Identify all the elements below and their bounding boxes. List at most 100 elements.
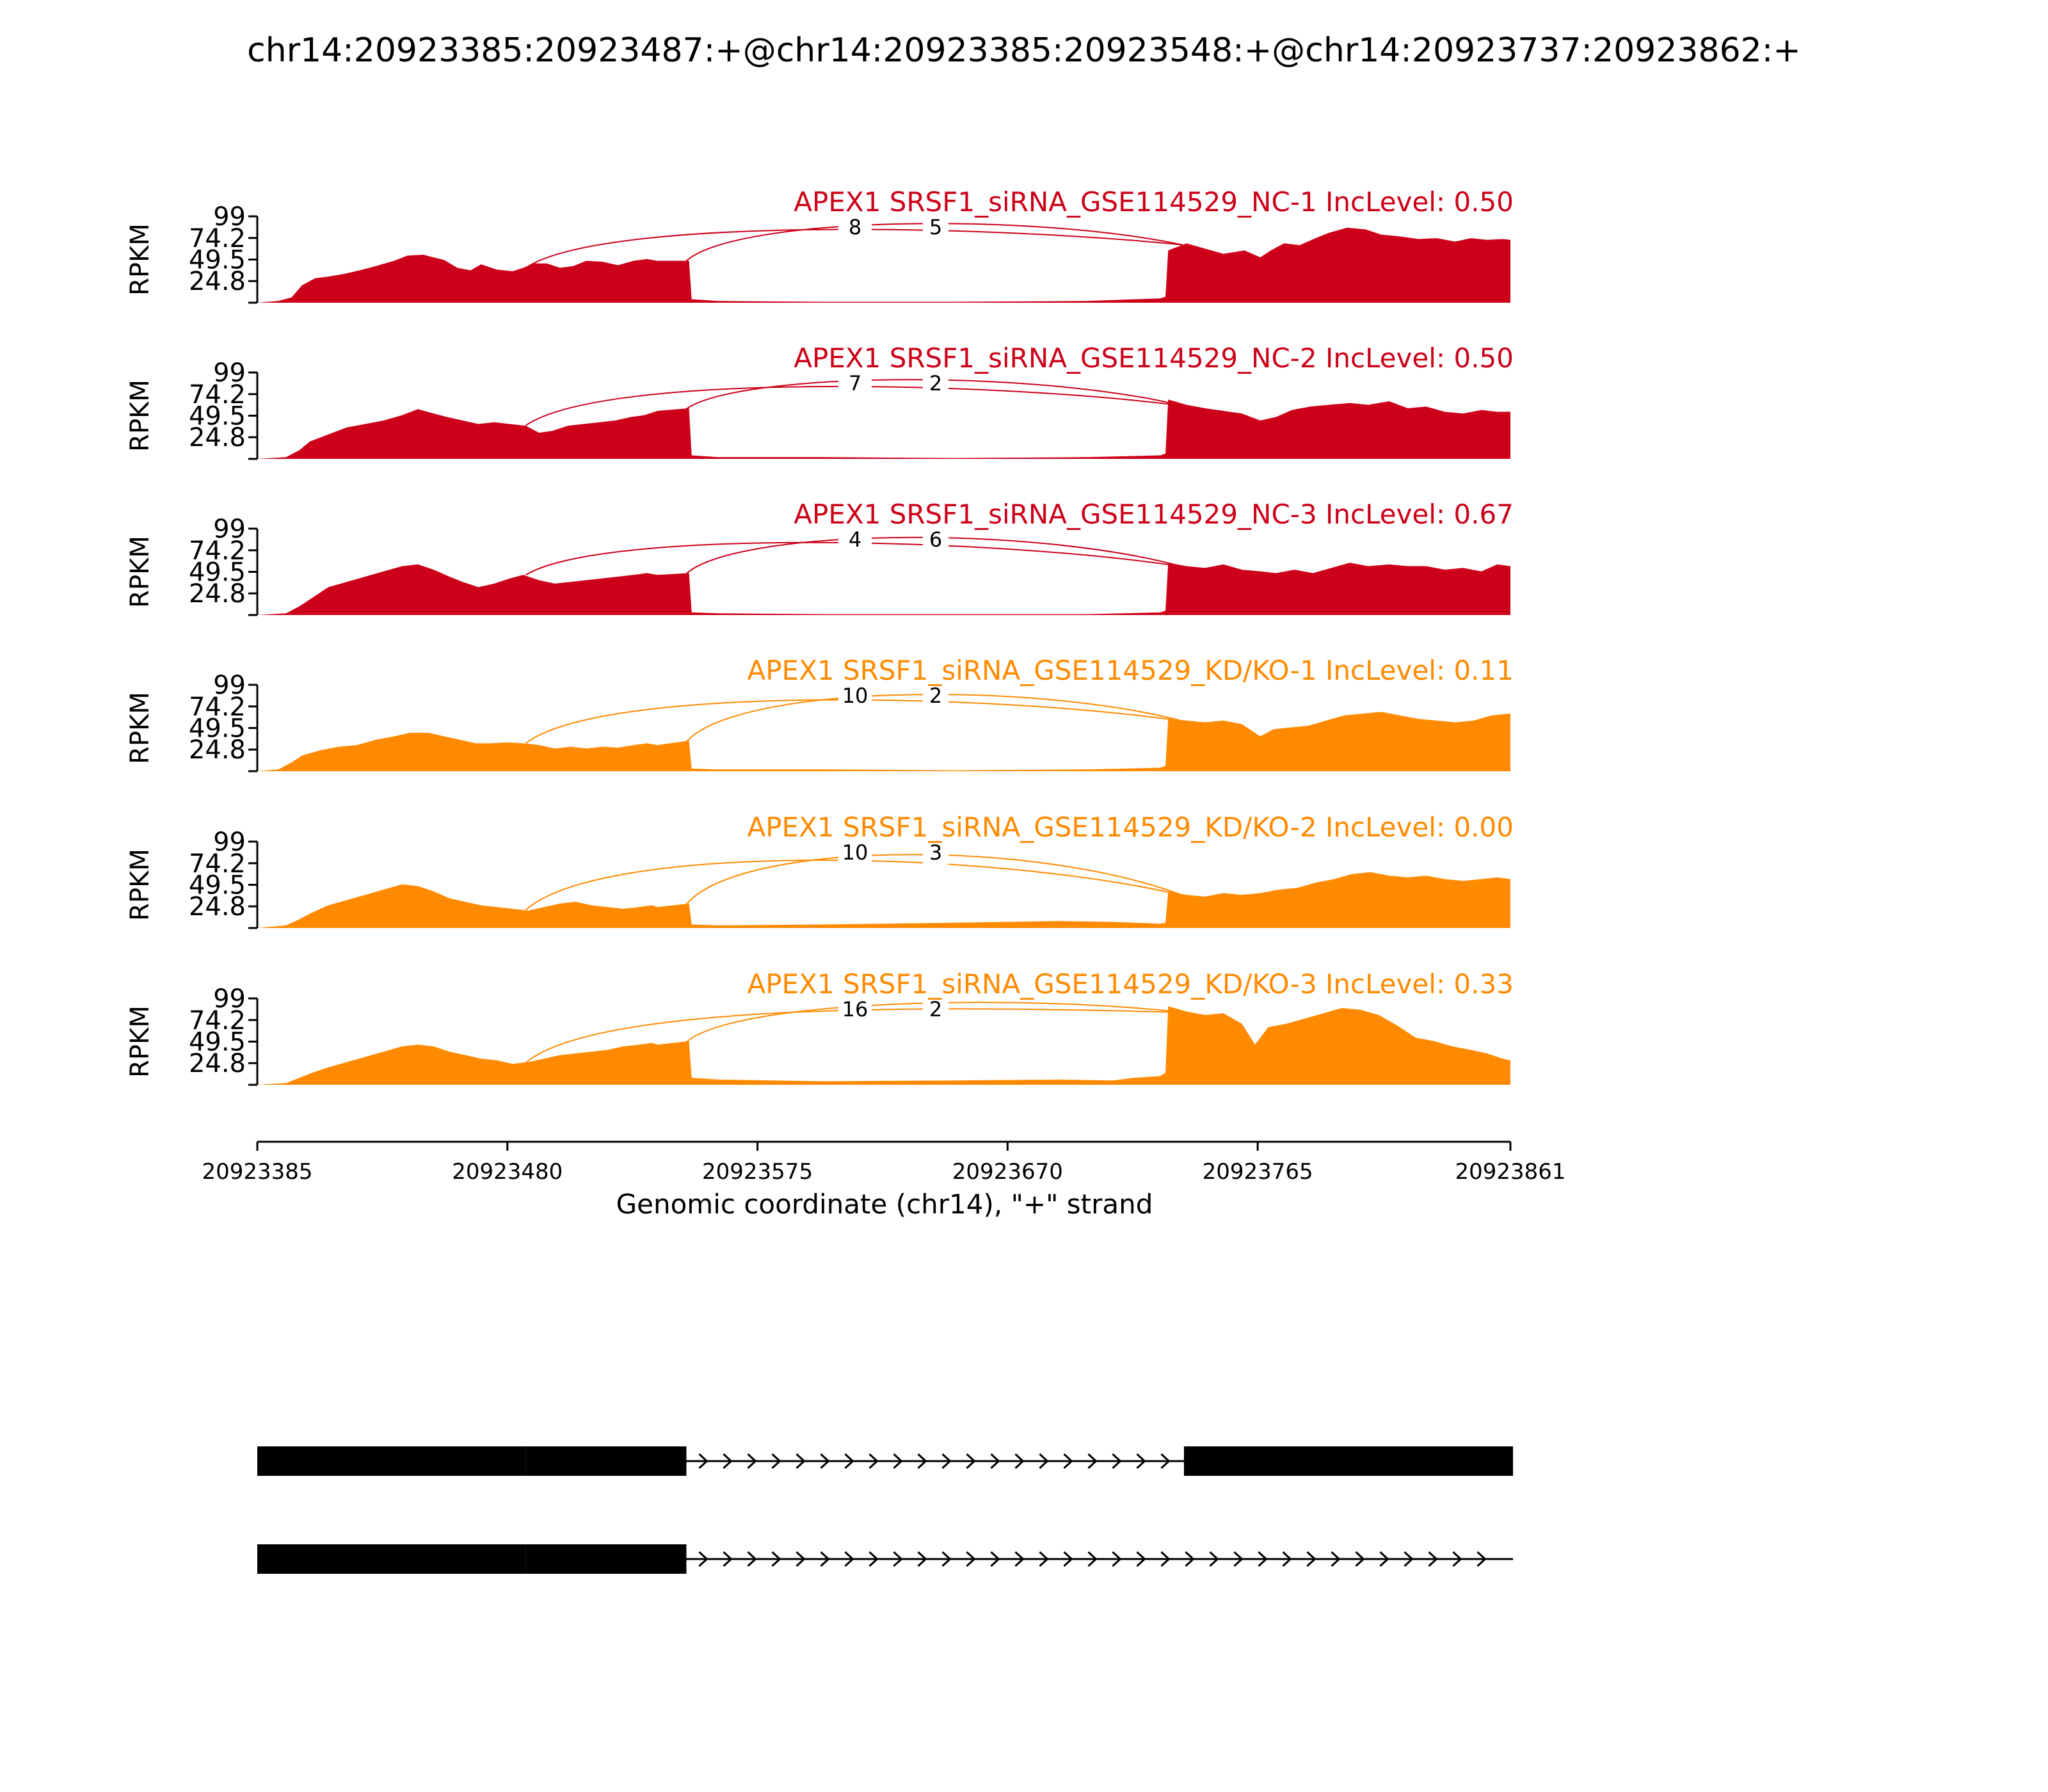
strand-arrow (966, 1453, 976, 1469)
strand-arrow (820, 1551, 830, 1567)
junction-count-2: 2 (929, 997, 942, 1021)
coverage-area (257, 227, 1510, 303)
strand-arrow (990, 1551, 1000, 1567)
strand-arrow (868, 1551, 879, 1567)
junction-label-bg (838, 216, 872, 239)
strand-arrow (796, 1453, 806, 1469)
y-tick-label: 74.2 (189, 692, 246, 722)
y-axis-label: RPKM (125, 536, 155, 608)
strand-arrow (1087, 1551, 1098, 1567)
y-tick-label: 74.2 (189, 536, 246, 566)
y-tick-label: 49.5 (189, 558, 246, 588)
strand-arrow (1014, 1551, 1025, 1567)
y-tick-label: 99 (213, 358, 246, 388)
x-tick-label: 20923480 (452, 1159, 563, 1185)
junction-arc-2 (685, 379, 1183, 410)
coverage-area (257, 1006, 1510, 1085)
strand-arrow (747, 1551, 757, 1567)
junction-arc-1 (525, 541, 1183, 576)
strand-arrow (844, 1551, 854, 1567)
y-tick-label: 49.5 (189, 871, 246, 900)
strand-arrow (820, 1453, 830, 1469)
y-axis-label: RPKM (125, 223, 155, 296)
junction-label-bg (838, 998, 872, 1021)
junction-arc-2 (685, 223, 1183, 262)
junction-count-1: 16 (842, 997, 868, 1021)
strand-arrow (844, 1453, 854, 1469)
junction-label-bg (838, 685, 872, 708)
strand-arrow (1331, 1551, 1341, 1567)
x-tick-label: 20923765 (1203, 1159, 1313, 1185)
y-tick-label: 24.8 (189, 1049, 246, 1078)
junction-label-bg (923, 998, 948, 1021)
y-tick-label: 49.5 (189, 714, 246, 744)
junction-label-bg (923, 529, 948, 552)
junction-count-2: 6 (929, 527, 942, 552)
junction-arc-2 (685, 854, 1183, 905)
gene-model-1 (257, 1446, 1514, 1476)
chart-title: chr14:20923385:20923487:+@chr14:20923385… (247, 31, 1801, 70)
junction-count-2: 2 (929, 684, 942, 708)
exon-block (525, 1446, 687, 1476)
strand-arrow (747, 1453, 757, 1469)
strand-arrow (868, 1453, 879, 1469)
junction-count-1: 10 (842, 840, 868, 865)
junction-label-bg (923, 685, 948, 708)
strand-arrow (1160, 1453, 1171, 1469)
y-tick-label: 49.5 (189, 402, 246, 431)
gene-models (257, 1446, 1514, 1574)
junction-label-bg (923, 842, 948, 865)
strand-arrow (990, 1453, 1000, 1469)
y-tick-label: 24.8 (189, 892, 246, 922)
junction-arc-2 (685, 1002, 1183, 1043)
y-axis-label: RPKM (125, 692, 155, 764)
y-tick-label: 74.2 (189, 1006, 246, 1036)
track-title: APEX1 SRSF1_siRNA_GSE114529_NC-3 IncLeve… (794, 499, 1514, 530)
y-tick-label: 74.2 (189, 849, 246, 879)
strand-arrow (771, 1453, 781, 1469)
strand-arrow (1379, 1551, 1389, 1567)
y-tick-label: 24.8 (189, 423, 246, 452)
track-title: APEX1 SRSF1_siRNA_GSE114529_KD/KO-2 IncL… (748, 812, 1514, 843)
x-tick-label: 20923575 (702, 1159, 813, 1185)
junction-label-bg (838, 372, 872, 396)
strand-arrow (698, 1551, 708, 1567)
junction-count-2: 3 (929, 840, 942, 865)
junction-label-bg (923, 372, 948, 396)
x-tick-label: 20923385 (202, 1159, 312, 1185)
strand-arrow (723, 1453, 733, 1469)
strand-arrow (1258, 1551, 1268, 1567)
y-tick-label: 99 (213, 828, 246, 857)
strand-arrow (1233, 1551, 1244, 1567)
exon-block (257, 1446, 526, 1476)
strand-arrow (1476, 1551, 1487, 1567)
junction-count-1: 10 (842, 684, 868, 708)
strand-arrow (941, 1551, 952, 1567)
y-tick-label: 74.2 (189, 224, 246, 253)
junction-arc-1 (525, 385, 1183, 426)
strand-arrow (1014, 1453, 1025, 1469)
junction-arc-1 (525, 860, 1183, 911)
strand-arrow (1039, 1551, 1049, 1567)
junction-count-2: 2 (929, 371, 942, 396)
strand-arrow (1185, 1551, 1195, 1567)
track-title: APEX1 SRSF1_siRNA_GSE114529_KD/KO-1 IncL… (748, 655, 1514, 686)
y-axis-label: RPKM (125, 1005, 155, 1078)
strand-arrow (1063, 1551, 1073, 1567)
x-tick-label: 20923861 (1455, 1159, 1565, 1185)
strand-arrow (1136, 1551, 1146, 1567)
strand-arrow (1087, 1453, 1098, 1469)
junction-arc-2 (685, 536, 1183, 574)
strand-arrow (917, 1453, 927, 1469)
junction-label-bg (838, 529, 872, 552)
coverage-area (257, 872, 1510, 928)
junction-count-1: 7 (849, 371, 861, 396)
junction-arc-2 (685, 694, 1183, 742)
strand-arrow (941, 1453, 952, 1469)
y-tick-label: 24.8 (189, 735, 246, 765)
